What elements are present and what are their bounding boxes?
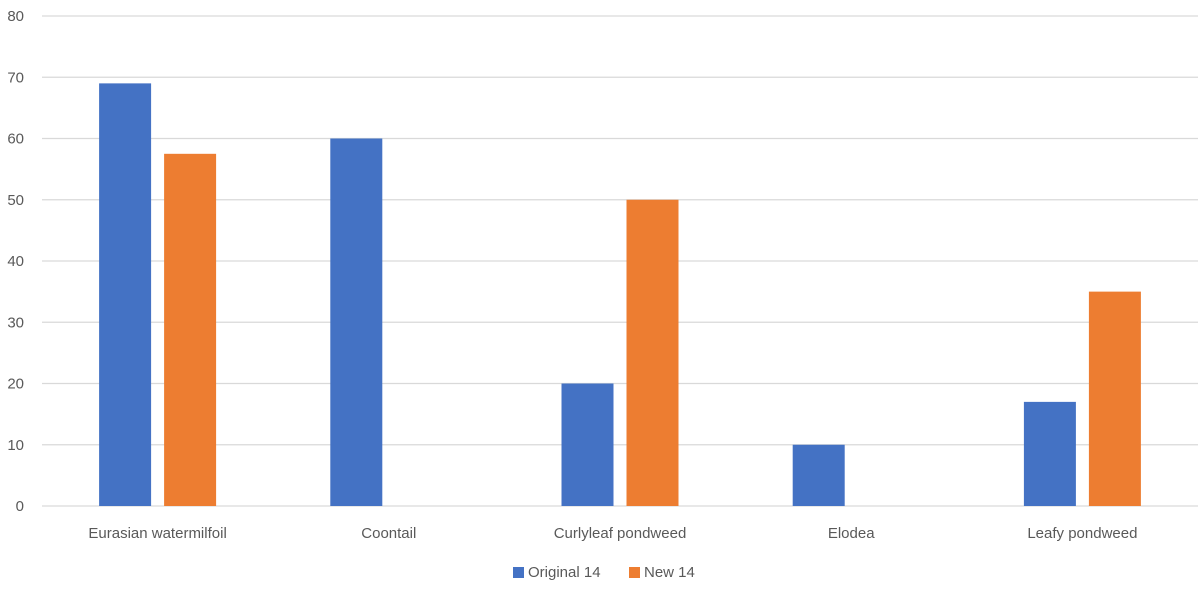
y-tick-label: 70 [7, 69, 24, 86]
x-category-label: Elodea [828, 525, 875, 542]
y-tick-label: 10 [7, 437, 24, 454]
legend-label: Original 14 [528, 564, 601, 581]
bar-new-14 [1088, 291, 1141, 506]
bar-new-14 [164, 153, 217, 506]
y-tick-label: 20 [7, 376, 24, 393]
x-category-label: Coontail [361, 525, 416, 542]
y-tick-label: 40 [7, 253, 24, 270]
bar-original-14 [99, 83, 152, 506]
bar-new-14 [626, 199, 679, 506]
bar-original-14 [330, 138, 383, 506]
bar-original-14 [1023, 401, 1076, 506]
x-axis-labels: Eurasian watermilfoil Coontail Curlyleaf p… [88, 525, 1137, 542]
y-tick-label: 0 [16, 498, 24, 515]
x-category-label: Eurasian watermilfoil [88, 525, 226, 542]
bars [99, 83, 1141, 506]
y-tick-label: 60 [7, 131, 24, 148]
y-tick-label: 80 [7, 8, 24, 25]
legend-swatch [629, 567, 640, 578]
bar-original-14 [561, 383, 614, 506]
y-tick-label: 50 [7, 192, 24, 209]
legend-label: New 14 [644, 564, 695, 581]
x-category-label: Curlyleaf pondweed [554, 525, 687, 542]
y-tick-label: 30 [7, 314, 24, 331]
legend-swatch [513, 567, 524, 578]
legend: Original 14 New 14 [513, 564, 695, 581]
bar-original-14 [792, 444, 845, 506]
x-category-label: Leafy pondweed [1027, 525, 1137, 542]
gridlines [42, 15, 1198, 507]
y-axis-ticks: 0 10 20 30 40 50 60 70 80 [7, 8, 24, 515]
